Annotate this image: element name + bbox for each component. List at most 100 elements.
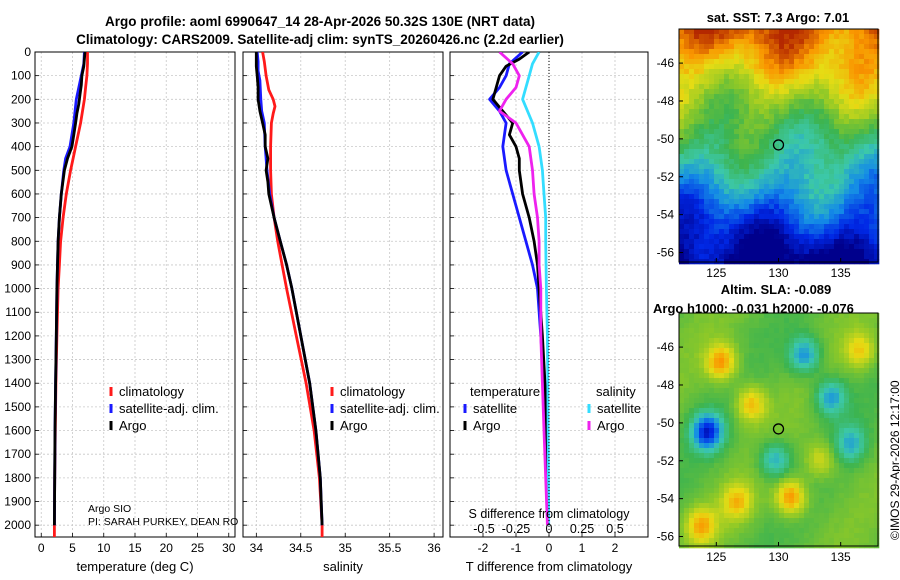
ytick-label-depth: 100 xyxy=(11,69,31,83)
legend-label-diff-salinity: Argo xyxy=(597,418,624,433)
ytick-label-depth: 1500 xyxy=(4,400,31,414)
caption-line: Argo SIO xyxy=(88,503,131,515)
ytick-label-depth: 600 xyxy=(11,187,31,201)
ytick-label-depth: 1600 xyxy=(4,424,31,438)
axes-box-s xyxy=(242,51,444,538)
map-sst xyxy=(679,29,880,265)
xtick-label-s: 36 xyxy=(427,541,441,555)
ytick-label-depth: 1200 xyxy=(4,329,31,343)
map-ytick-label-sst: -50 xyxy=(657,132,675,146)
top-tick-label: -0.25 xyxy=(502,522,531,536)
xtick-label-s: 34 xyxy=(250,541,264,555)
legend-label-diff-temperature: satellite xyxy=(473,401,517,416)
series-line-salinity-satellite xyxy=(521,52,551,526)
figure-title-line1: Argo profile: aoml 6990647_14 28-Apr-202… xyxy=(105,14,535,29)
argo-float-marker-sst xyxy=(772,139,785,151)
map-sla xyxy=(679,313,880,549)
x-axis-label-d: T difference from climatology xyxy=(466,559,633,574)
xtick-label-t: 25 xyxy=(191,541,205,555)
xtick-label-d: -2 xyxy=(478,541,489,555)
map-title-sst: sat. SST: 7.3 Argo: 7.01 xyxy=(707,10,850,25)
series-group-s xyxy=(254,52,324,537)
ytick-label-depth: 1800 xyxy=(4,471,31,485)
map-ytick-label-sla: -54 xyxy=(657,492,675,506)
legend-title-salinity: salinity xyxy=(596,384,636,399)
map-ytick-label-sst: -52 xyxy=(657,170,675,184)
top-tick-label: 0.5 xyxy=(606,522,623,536)
xtick-label-s: 34.5 xyxy=(289,541,313,555)
series-line-argo xyxy=(53,52,87,526)
xtick-label-s: 35.5 xyxy=(378,541,402,555)
map-xtick-label-sla: 125 xyxy=(706,550,726,564)
legend-label-salinity: satellite-adj. clim. xyxy=(340,401,440,416)
ytick-label-depth: 1700 xyxy=(4,447,31,461)
xtick-label-d: 1 xyxy=(579,541,586,555)
map-ytick-label-sst: -56 xyxy=(657,246,675,260)
legend-title-temperature: temperature xyxy=(470,384,540,399)
xtick-label-d: 2 xyxy=(612,541,619,555)
ytick-label-depth: 400 xyxy=(11,140,31,154)
xtick-label-t: 15 xyxy=(128,541,142,555)
ytick-label-depth: 300 xyxy=(11,116,31,130)
xtick-label-d: 0 xyxy=(546,541,553,555)
ytick-label-depth: 1400 xyxy=(4,376,31,390)
series-line-argo xyxy=(254,52,324,526)
series-group-d xyxy=(488,52,551,526)
map-title-sla-1: Altim. SLA: -0.089 xyxy=(721,282,832,297)
xtick-label-s: 35 xyxy=(339,541,353,555)
xtick-label-t: 0 xyxy=(38,541,45,555)
map-ytick-label-sst: -54 xyxy=(657,208,675,222)
ytick-label-depth: 2000 xyxy=(4,518,31,532)
map-ytick-label-sla: -48 xyxy=(657,378,675,392)
xtick-label-t: 20 xyxy=(160,541,174,555)
plot-area-s xyxy=(243,52,443,537)
ytick-label-depth: 200 xyxy=(11,92,31,106)
legend-label-salinity: Argo xyxy=(340,418,367,433)
map-ytick-label-sla: -56 xyxy=(657,530,675,544)
caption-line: PI: SARAH PURKEY, DEAN RO xyxy=(88,516,238,528)
ytick-label-depth: 800 xyxy=(11,234,31,248)
top-tick-label: 0 xyxy=(546,522,553,536)
map-xtick-label-sst: 125 xyxy=(706,266,726,280)
argo-float-marker-sla xyxy=(772,423,785,435)
x-axis-label-s: salinity xyxy=(323,559,363,574)
map-ytick-label-sla: -50 xyxy=(657,416,675,430)
xtick-label-t: 5 xyxy=(69,541,76,555)
legend-label-temperature: satellite-adj. clim. xyxy=(119,401,219,416)
x-axis-label-t: temperature (deg C) xyxy=(76,559,193,574)
ytick-label-depth: 700 xyxy=(11,211,31,225)
map-xtick-label-sla: 130 xyxy=(768,550,788,564)
map-ytick-label-sst: -46 xyxy=(657,56,675,70)
figure-title-line2: Climatology: CARS2009. Satellite-adj cli… xyxy=(76,32,564,47)
top-axis-label-s-diff: S difference from climatology xyxy=(469,507,631,521)
map-title-sla-2: Argo h1000: -0.031 h2000: -0.076 xyxy=(653,301,854,316)
ytick-label-depth: 1100 xyxy=(5,305,31,319)
series-line-temperature-argo xyxy=(491,52,550,526)
ytick-label-depth: 0 xyxy=(24,45,31,59)
map-ytick-label-sla: -52 xyxy=(657,454,675,468)
map-ytick-label-sst: -48 xyxy=(657,94,675,108)
series-group-t xyxy=(53,52,89,537)
xtick-label-t: 10 xyxy=(97,541,111,555)
legend-label-diff-temperature: Argo xyxy=(473,418,500,433)
ytick-label-depth: 900 xyxy=(11,258,31,272)
copyright-stamp: ©IMOS 29-Apr-2026 12:17:00 xyxy=(888,380,900,540)
top-tick-label: -0.5 xyxy=(473,522,495,536)
ytick-label-depth: 500 xyxy=(11,163,31,177)
axes-box-t xyxy=(34,51,236,538)
map-xtick-label-sst: 135 xyxy=(831,266,851,280)
legend-label-diff-salinity: satellite xyxy=(597,401,641,416)
legend-label-temperature: climatology xyxy=(119,384,185,399)
xtick-label-d: -1 xyxy=(511,541,522,555)
top-tick-label: 0.25 xyxy=(570,522,594,536)
map-ytick-label-sla: -46 xyxy=(657,340,675,354)
ytick-label-depth: 1300 xyxy=(4,353,31,367)
map-xtick-label-sla: 135 xyxy=(831,550,851,564)
map-xtick-label-sst: 130 xyxy=(768,266,788,280)
legend-label-salinity: climatology xyxy=(340,384,406,399)
series-line-climatology xyxy=(261,52,324,537)
legend-label-temperature: Argo xyxy=(119,418,146,433)
ytick-label-depth: 1900 xyxy=(4,495,31,509)
ytick-label-depth: 1000 xyxy=(4,282,31,296)
